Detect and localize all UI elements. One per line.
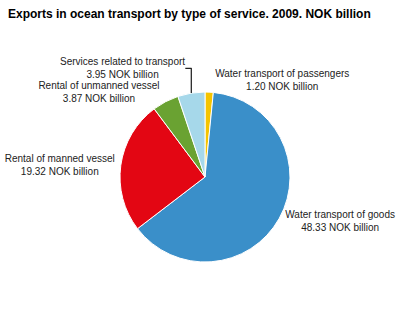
svg-text:Water transport of passengers1: Water transport of passengers1.20 NOK bi… — [215, 68, 349, 92]
svg-text:Services related to transport3: Services related to transport3.95 NOK bi… — [60, 56, 185, 80]
svg-text:Water transport of goods48.33: Water transport of goods48.33 NOK billio… — [285, 209, 395, 233]
svg-text:Rental of manned vessel19.32 N: Rental of manned vessel19.32 NOK billion — [5, 153, 115, 177]
svg-text:Rental of unmanned vessel3.87: Rental of unmanned vessel3.87 NOK billio… — [38, 80, 159, 104]
svg-text:Exports in ocean transport by: Exports in ocean transport by type of se… — [8, 7, 371, 21]
